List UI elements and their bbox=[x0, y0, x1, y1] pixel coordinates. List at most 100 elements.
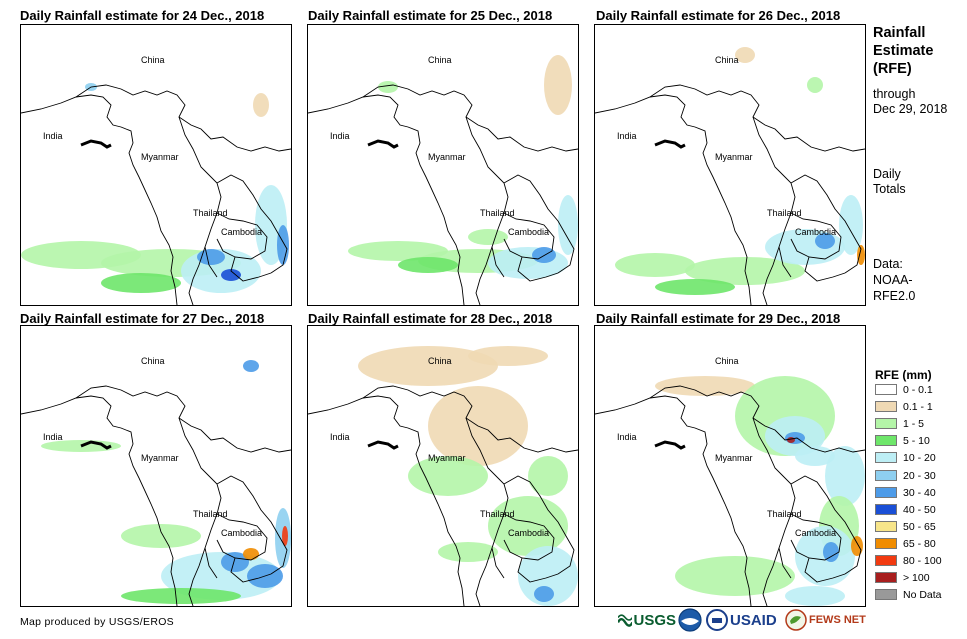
panel-title-29dec: Daily Rainfall estimate for 29 Dec., 201… bbox=[596, 311, 841, 326]
usgs-wave-icon bbox=[618, 614, 633, 627]
rainfall-area bbox=[528, 456, 568, 496]
legend-swatch bbox=[875, 401, 897, 413]
legend-swatch bbox=[875, 503, 897, 515]
rainfall-area bbox=[468, 229, 508, 245]
country-border bbox=[216, 212, 268, 260]
legend-label: 1 - 5 bbox=[903, 418, 925, 431]
rainfall-area bbox=[488, 247, 568, 279]
legend-swatch bbox=[875, 555, 897, 566]
panel-title-26dec: Daily Rainfall estimate for 26 Dec., 201… bbox=[596, 8, 841, 23]
country-border bbox=[649, 385, 865, 453]
place-label-cambodia: Cambodia bbox=[508, 227, 550, 237]
rainfall-area bbox=[675, 556, 795, 596]
country-border bbox=[804, 256, 846, 282]
rainfall-area bbox=[655, 279, 735, 295]
legend-swatch bbox=[875, 572, 897, 584]
panel-title-25dec: Daily Rainfall estimate for 25 Dec., 201… bbox=[308, 8, 553, 23]
place-label-cambodia: Cambodia bbox=[221, 227, 263, 237]
rainfall-area bbox=[378, 81, 398, 93]
usaid-logo: USAID bbox=[706, 606, 777, 634]
place-label-india: India bbox=[617, 432, 637, 442]
country-border bbox=[517, 557, 559, 583]
country-border bbox=[503, 212, 555, 260]
place-label-myanmar: Myanmar bbox=[141, 453, 179, 463]
side-title-rfe: (RFE) bbox=[873, 61, 912, 77]
place-label-thailand: Thailand bbox=[767, 509, 802, 519]
rainfall-area bbox=[243, 360, 259, 372]
map-canvas bbox=[21, 83, 291, 305]
place-label-myanmar: Myanmar bbox=[141, 152, 179, 162]
coastline bbox=[367, 440, 399, 450]
country-border bbox=[216, 475, 288, 575]
map-canvas bbox=[21, 360, 291, 606]
place-label-china: China bbox=[141, 55, 165, 65]
place-label-thailand: Thailand bbox=[480, 208, 515, 218]
place-label-china: China bbox=[141, 356, 165, 366]
noaa-logo bbox=[678, 606, 702, 634]
map-canvas bbox=[308, 55, 578, 305]
coastline bbox=[654, 440, 686, 450]
rainfall-area bbox=[615, 253, 695, 277]
country-border bbox=[362, 84, 578, 152]
place-label-thailand: Thailand bbox=[480, 509, 515, 519]
side-daily: Daily bbox=[873, 167, 901, 181]
fewsnet-globe-icon bbox=[785, 609, 807, 631]
rainfall-area bbox=[795, 446, 835, 466]
legend-label: 0 - 0.1 bbox=[903, 384, 933, 396]
rainfall-map-24dec: China India Myanmar Thailand Cambodia bbox=[20, 24, 292, 306]
country-border bbox=[475, 246, 493, 305]
legend-swatch bbox=[875, 520, 897, 532]
legend-swatch bbox=[875, 537, 897, 549]
country-border bbox=[475, 547, 493, 606]
legend-swatch bbox=[875, 486, 897, 498]
place-label-china: China bbox=[715, 356, 739, 366]
place-label-cambodia: Cambodia bbox=[795, 528, 837, 538]
legend-swatch bbox=[875, 589, 897, 601]
rainfall-area bbox=[823, 542, 839, 562]
legend-label: 50 - 65 bbox=[903, 520, 936, 533]
place-label-myanmar: Myanmar bbox=[428, 453, 466, 463]
country-border bbox=[595, 395, 752, 606]
side-title-rainfall: Rainfall bbox=[873, 25, 926, 41]
legend-swatch bbox=[875, 435, 897, 447]
side-date: Dec 29, 2018 bbox=[873, 102, 948, 116]
rainfall-map-26dec: China India Myanmar Thailand Cambodia bbox=[594, 24, 866, 306]
place-label-myanmar: Myanmar bbox=[428, 152, 466, 162]
country-border bbox=[230, 256, 272, 282]
place-label-china: China bbox=[428, 356, 452, 366]
map-canvas bbox=[595, 47, 865, 305]
side-through: through bbox=[873, 87, 916, 101]
country-border bbox=[595, 94, 752, 305]
rainfall-map-27dec: China India Myanmar Thailand Cambodia bbox=[20, 325, 292, 607]
place-label-thailand: Thailand bbox=[767, 208, 802, 218]
panel-title-27dec: Daily Rainfall estimate for 27 Dec., 201… bbox=[20, 311, 265, 326]
country-border bbox=[517, 256, 559, 282]
country-border bbox=[230, 557, 272, 583]
rainfall-map-25dec: China India Myanmar Thailand Cambodia bbox=[307, 24, 579, 306]
rainfall-area bbox=[221, 552, 249, 572]
legend-label: 40 - 50 bbox=[903, 503, 936, 516]
rainfall-area bbox=[815, 233, 835, 249]
rainfall-area bbox=[488, 496, 568, 556]
place-label-india: India bbox=[43, 432, 63, 442]
place-label-cambodia: Cambodia bbox=[795, 227, 837, 237]
country-border bbox=[188, 547, 206, 606]
side-source-2: RFE2.0 bbox=[873, 289, 916, 303]
rainfall-area bbox=[243, 548, 259, 560]
rainfall-area bbox=[197, 249, 225, 265]
legend-label: 0.1 - 1 bbox=[903, 401, 933, 414]
place-label-thailand: Thailand bbox=[193, 208, 228, 218]
usaid-seal-icon bbox=[706, 609, 728, 631]
coastline bbox=[80, 139, 112, 149]
legend-swatch bbox=[875, 469, 897, 481]
rainfall-area bbox=[408, 456, 488, 496]
noaa-emblem-icon bbox=[678, 608, 702, 632]
rainfall-area bbox=[851, 536, 863, 556]
country-border bbox=[308, 395, 465, 606]
country-border bbox=[465, 116, 509, 278]
country-border bbox=[752, 116, 796, 278]
place-label-india: India bbox=[43, 131, 63, 141]
country-border bbox=[790, 174, 862, 274]
legend-label: 10 - 20 bbox=[903, 452, 936, 465]
rainfall-area bbox=[438, 542, 498, 562]
